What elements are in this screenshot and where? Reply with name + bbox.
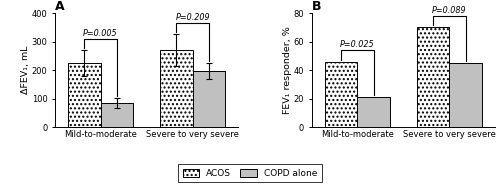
Text: B: B <box>312 0 321 13</box>
Text: P=0.005: P=0.005 <box>83 29 118 38</box>
Bar <box>100 103 133 127</box>
Y-axis label: ΔFEV₁, mL: ΔFEV₁, mL <box>21 46 30 94</box>
Bar <box>324 62 357 127</box>
Text: P=0.209: P=0.209 <box>176 13 210 22</box>
Legend: ACOS, COPD alone: ACOS, COPD alone <box>178 164 322 183</box>
Bar <box>357 97 390 127</box>
Text: P=0.025: P=0.025 <box>340 40 374 49</box>
Bar <box>160 50 193 127</box>
Bar <box>450 63 482 127</box>
Text: P=0.089: P=0.089 <box>432 6 467 15</box>
Bar <box>417 27 450 127</box>
Bar <box>68 63 100 127</box>
Text: A: A <box>55 0 64 13</box>
Y-axis label: FEV₁ responder, %: FEV₁ responder, % <box>283 26 292 114</box>
Bar <box>193 71 226 127</box>
